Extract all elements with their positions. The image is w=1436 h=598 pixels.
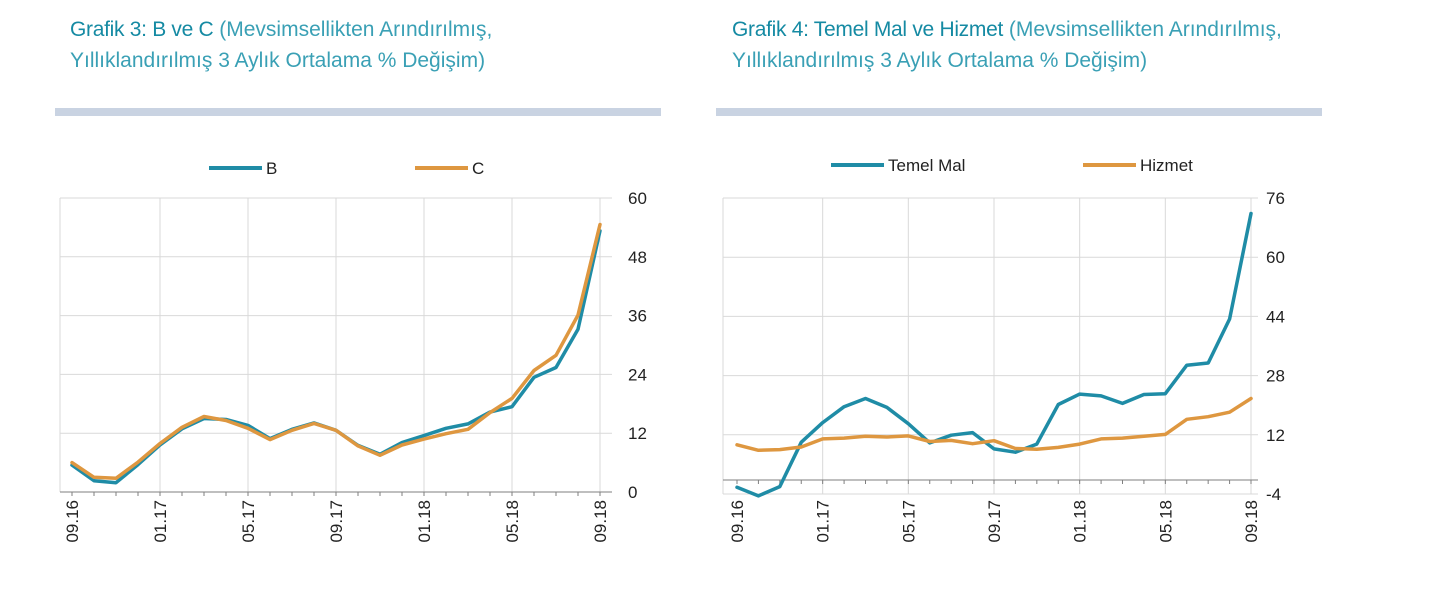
chart-4-plot: -4 12 28 44 60 76 09.16 01.17 05.17 09.17 01.18 05.… — [722, 156, 1285, 543]
chart-4-series-hizmet-line — [735, 396, 1253, 453]
chart-4-legend-label-temel-mal: Temel Mal — [888, 156, 965, 175]
chart-3-xtick-label: 09.17 — [327, 500, 346, 543]
chart-4-xtick-label: 09.16 — [728, 500, 747, 543]
chart-3-plot: 0 12 24 36 48 60 09.16 01.17 05.17 09.17 01.18 05.1… — [59, 159, 647, 543]
chart-4-title-rest: (Mevsimsellikten Arındırılmış, Yıllıklan… — [732, 18, 1282, 72]
chart-4-ytick-label: -4 — [1266, 485, 1281, 504]
chart-3-xtick-label: 01.17 — [151, 500, 170, 543]
chart-4-xtick-label: 01.18 — [1071, 500, 1090, 543]
chart-4-title-bold: Grafik 4: Temel Mal ve Hizmet — [732, 18, 1003, 41]
chart-3-xtick-label: 05.17 — [239, 500, 258, 543]
chart-3-ytick-label: 48 — [628, 248, 647, 267]
chart-3-ytick-label: 36 — [628, 307, 647, 326]
chart-4-ytick-label: 60 — [1266, 248, 1285, 267]
chart-3-series-c-line — [70, 222, 602, 481]
chart-3-xtick-label: 05.18 — [503, 500, 522, 543]
chart-3-title-rest: (Mevsimsellikten Arındırılmış, Yıllıklan… — [70, 18, 493, 72]
chart-3-ytick-label: 0 — [628, 483, 637, 502]
chart-4-xtick-label: 09.17 — [985, 500, 1004, 543]
chart-3-title-bold: Grafik 3: B ve C — [70, 18, 214, 41]
chart-3-legend-label-b: B — [266, 159, 277, 178]
chart-3-xtick-label: 01.18 — [415, 500, 434, 543]
chart-4-ytick-label: 12 — [1266, 426, 1285, 445]
chart-4-xtick-label: 05.17 — [899, 500, 918, 543]
chart-3-ytick-label: 60 — [628, 189, 647, 208]
chart-4-title: Grafik 4: Temel Mal ve Hizmet (Mevsimsel… — [732, 14, 1292, 76]
chart-3-xtick-label: 09.18 — [591, 500, 610, 543]
chart-4-series-temel-mal-line — [735, 211, 1253, 498]
chart-4-xtick-label: 01.17 — [814, 500, 833, 543]
chart-3-xtick-label: 09.16 — [63, 500, 82, 543]
chart-4-ytick-label: 28 — [1266, 367, 1285, 386]
chart-4-xtick-label: 05.18 — [1156, 500, 1175, 543]
chart-3-legend-label-c: C — [472, 159, 484, 178]
chart-4-legend-label-hizmet: Hizmet — [1140, 156, 1193, 175]
chart-4-title-rule — [716, 108, 1322, 116]
chart-4-ytick-label: 76 — [1266, 189, 1285, 208]
chart-3-title: Grafik 3: B ve C (Mevsimsellikten Arındı… — [70, 14, 630, 76]
chart-3-ytick-label: 24 — [628, 365, 647, 384]
chart-3-ytick-label: 12 — [628, 424, 647, 443]
chart-4-ytick-label: 44 — [1266, 307, 1285, 326]
chart-3-title-rule — [55, 108, 661, 116]
chart-4-xtick-label: 09.18 — [1242, 500, 1261, 543]
